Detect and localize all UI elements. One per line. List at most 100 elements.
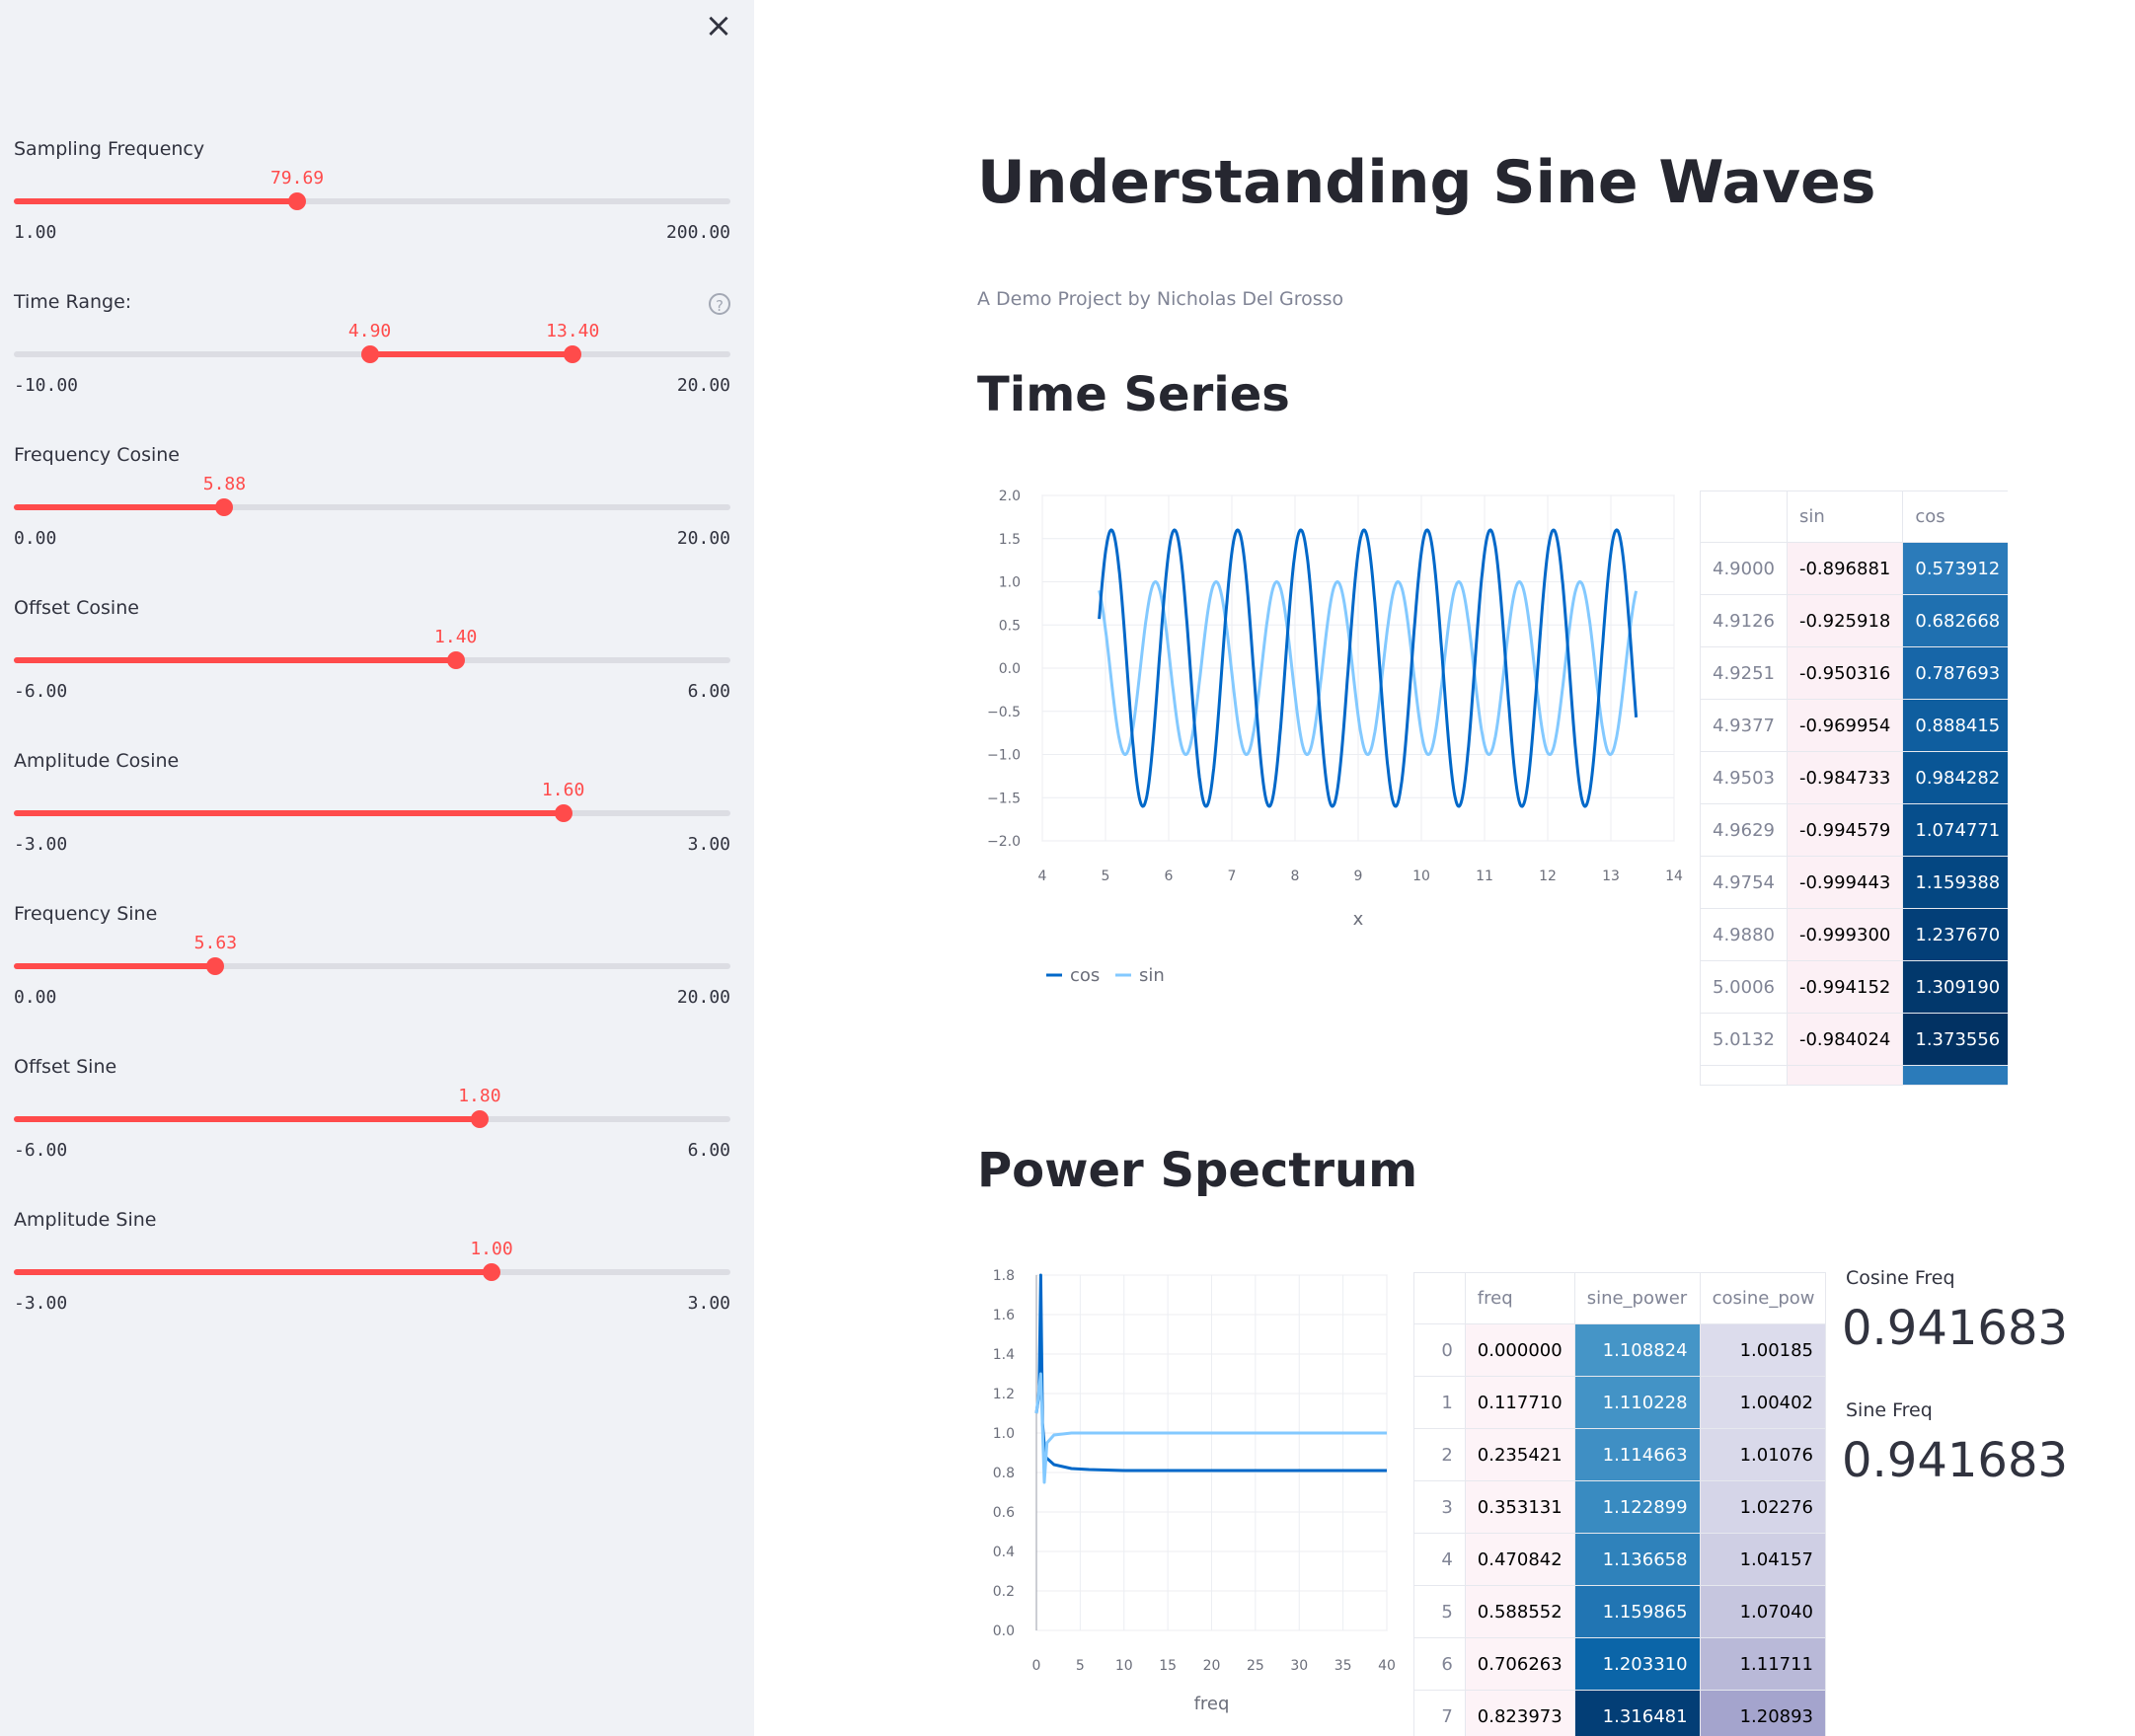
power-spectrum-chart[interactable]: 0 5 10 15 20 25 30 35 40 1.8 1.6 1.4 1.2 1.0 0.8 0.6 0.4… xyxy=(977,1263,1402,1736)
slider-thumb[interactable] xyxy=(360,345,379,363)
table-cell[interactable]: 0.235421 xyxy=(1464,1428,1575,1481)
slider-track[interactable] xyxy=(14,1263,730,1281)
table-cell[interactable]: -0.994579 xyxy=(1786,803,1904,857)
table-cell[interactable]: 0.706263 xyxy=(1464,1637,1575,1691)
table-cell[interactable]: -0.896881 xyxy=(1786,542,1904,595)
table-cell[interactable]: 4.9629 xyxy=(1700,803,1788,857)
slider-frequency-cosine[interactable]: Frequency Cosine 5.88 0.00 20.00 xyxy=(14,444,730,572)
table-row[interactable]: 4.9000 -0.896881 0.573912 xyxy=(1700,542,2008,595)
table-cell[interactable]: 1.110228 xyxy=(1573,1376,1701,1429)
slider-thumb[interactable] xyxy=(483,1263,501,1281)
slider-time-range[interactable]: Time Range:? 4.90 13.40 -10.00 20.00 xyxy=(14,291,730,419)
table-cell[interactable]: 1.203310 xyxy=(1573,1637,1701,1691)
table-cell[interactable]: 1.07040 xyxy=(1699,1585,1826,1638)
table-cell[interactable]: 1.316481 xyxy=(1573,1690,1701,1736)
table-cell[interactable]: 4.9880 xyxy=(1700,908,1788,961)
table-row[interactable]: 1 0.117710 1.110228 1.00402 xyxy=(1413,1376,1826,1429)
table-cell[interactable]: 4.9377 xyxy=(1700,699,1788,752)
table-cell[interactable]: 5 xyxy=(1413,1585,1466,1638)
table-cell[interactable]: 0.470842 xyxy=(1464,1533,1575,1586)
table-cell[interactable]: 0.117710 xyxy=(1464,1376,1575,1429)
table-cell[interactable]: 0.984282 xyxy=(1902,751,2008,804)
table-cell[interactable]: -0.925918 xyxy=(1786,594,1904,647)
slider-track[interactable] xyxy=(14,1110,730,1128)
table-cell[interactable]: 7 xyxy=(1413,1690,1466,1736)
table-cell[interactable]: 4.9000 xyxy=(1700,542,1788,595)
table-cell[interactable]: 0 xyxy=(1413,1323,1466,1377)
table-cell[interactable]: 4 xyxy=(1413,1533,1466,1586)
table-row[interactable]: 0 0.000000 1.108824 1.00185 xyxy=(1413,1323,1826,1377)
table-row[interactable]: 4.9754 -0.999443 1.159388 xyxy=(1700,856,2008,909)
table-row[interactable]: 5 0.588552 1.159865 1.07040 xyxy=(1413,1585,1826,1638)
table-cell[interactable]: 0.353131 xyxy=(1464,1480,1575,1534)
table-cell[interactable]: 1.136658 xyxy=(1573,1533,1701,1586)
table-cell[interactable]: 1.01076 xyxy=(1699,1428,1826,1481)
table-cell[interactable]: -0.999443 xyxy=(1786,856,1904,909)
table-cell[interactable]: 0.888415 xyxy=(1902,699,2008,752)
table-cell[interactable]: 0.588552 xyxy=(1464,1585,1575,1638)
table-cell[interactable]: -0.994152 xyxy=(1786,960,1904,1014)
table-cell[interactable]: 1.02276 xyxy=(1699,1480,1826,1534)
help-icon[interactable]: ? xyxy=(709,293,730,315)
slider-offset-cosine[interactable]: Offset Cosine 1.40 -6.00 6.00 xyxy=(14,597,730,725)
table-cell[interactable]: 4.9503 xyxy=(1700,751,1788,804)
table-row[interactable]: 4.9629 -0.994579 1.074771 xyxy=(1700,803,2008,857)
table-cell[interactable]: 0.573912 xyxy=(1902,542,2008,595)
table-cell[interactable]: 1.159388 xyxy=(1902,856,2008,909)
time-series-table[interactable]: sin cos 4.9000 -0.896881 0.573912 4.9126 -0.92… xyxy=(1700,491,2008,1091)
table-row[interactable]: 4.9503 -0.984733 0.984282 xyxy=(1700,751,2008,804)
table-row[interactable]: 5.0132 -0.984024 1.373556 xyxy=(1700,1013,2008,1066)
table-row[interactable]: 4.9880 -0.999300 1.237670 xyxy=(1700,908,2008,961)
slider-track[interactable] xyxy=(14,651,730,669)
slider-thumb[interactable] xyxy=(288,192,307,210)
table-cell[interactable]: 0.682668 xyxy=(1902,594,2008,647)
time-series-chart[interactable]: 4 5 6 7 8 9 10 11 12 13 14 2.0 1.5 1.0 0.5 0.0 −0.5 −1.0 −… xyxy=(977,484,1688,997)
table-cell[interactable]: 1.122899 xyxy=(1573,1480,1701,1534)
column-header[interactable]: freq xyxy=(1464,1272,1575,1324)
slider-track[interactable] xyxy=(14,192,730,210)
table-cell[interactable]: 1.373556 xyxy=(1902,1013,2008,1066)
table-cell[interactable]: 1.309190 xyxy=(1902,960,2008,1014)
table-cell[interactable]: 1 xyxy=(1413,1376,1466,1429)
slider-amplitude-cosine[interactable]: Amplitude Cosine 1.60 -3.00 3.00 xyxy=(14,750,730,878)
slider-thumb[interactable] xyxy=(554,804,572,822)
table-cell[interactable]: -0.950316 xyxy=(1786,646,1904,700)
table-row[interactable]: 4.9251 -0.950316 0.787693 xyxy=(1700,646,2008,700)
column-header[interactable]: cosine_pow xyxy=(1699,1272,1826,1324)
slider-track[interactable] xyxy=(14,498,730,516)
table-cell[interactable]: -0.984024 xyxy=(1786,1013,1904,1066)
close-icon[interactable]: × xyxy=(704,6,733,45)
table-row[interactable]: 7 0.823973 1.316481 1.20893 xyxy=(1413,1690,1826,1736)
slider-track[interactable] xyxy=(14,345,730,363)
table-cell[interactable]: 5.0006 xyxy=(1700,960,1788,1014)
slider-amplitude-sine[interactable]: Amplitude Sine 1.00 -3.00 3.00 xyxy=(14,1209,730,1337)
table-row[interactable]: 3 0.353131 1.122899 1.02276 xyxy=(1413,1480,1826,1534)
slider-thumb[interactable] xyxy=(470,1110,489,1128)
table-cell[interactable]: 4.9754 xyxy=(1700,856,1788,909)
table-row[interactable]: 2 0.235421 1.114663 1.01076 xyxy=(1413,1428,1826,1481)
table-row[interactable]: 4.9377 -0.969954 0.888415 xyxy=(1700,699,2008,752)
table-cell[interactable]: 0.000000 xyxy=(1464,1323,1575,1377)
table-cell[interactable]: 1.04157 xyxy=(1699,1533,1826,1586)
table-row[interactable]: 5.0006 -0.994152 1.309190 xyxy=(1700,960,2008,1014)
table-cell[interactable]: 1.114663 xyxy=(1573,1428,1701,1481)
column-header[interactable] xyxy=(1413,1272,1466,1324)
slider-frequency-sine[interactable]: Frequency Sine 5.63 0.00 20.00 xyxy=(14,903,730,1031)
table-cell[interactable]: 1.11711 xyxy=(1699,1637,1826,1691)
slider-thumb[interactable] xyxy=(206,957,225,975)
table-cell[interactable]: 0.823973 xyxy=(1464,1690,1575,1736)
table-cell[interactable]: 0.787693 xyxy=(1902,646,2008,700)
table-cell[interactable]: 3 xyxy=(1413,1480,1466,1534)
table-cell[interactable]: -0.984733 xyxy=(1786,751,1904,804)
power-spectrum-table[interactable]: freq sine_power cosine_pow 0 0.000000 1.10882… xyxy=(1413,1272,1826,1736)
slider-offset-sine[interactable]: Offset Sine 1.80 -6.00 6.00 xyxy=(14,1056,730,1184)
table-cell[interactable]: 4.9251 xyxy=(1700,646,1788,700)
column-header[interactable]: sine_power xyxy=(1573,1272,1701,1324)
table-row[interactable]: 4 0.470842 1.136658 1.04157 xyxy=(1413,1533,1826,1586)
table-row[interactable]: 4.9126 -0.925918 0.682668 xyxy=(1700,594,2008,647)
table-cell[interactable]: 1.237670 xyxy=(1902,908,2008,961)
table-cell[interactable]: -0.999300 xyxy=(1786,908,1904,961)
slider-track[interactable] xyxy=(14,957,730,975)
table-cell[interactable]: -0.969954 xyxy=(1786,699,1904,752)
slider-track[interactable] xyxy=(14,804,730,822)
